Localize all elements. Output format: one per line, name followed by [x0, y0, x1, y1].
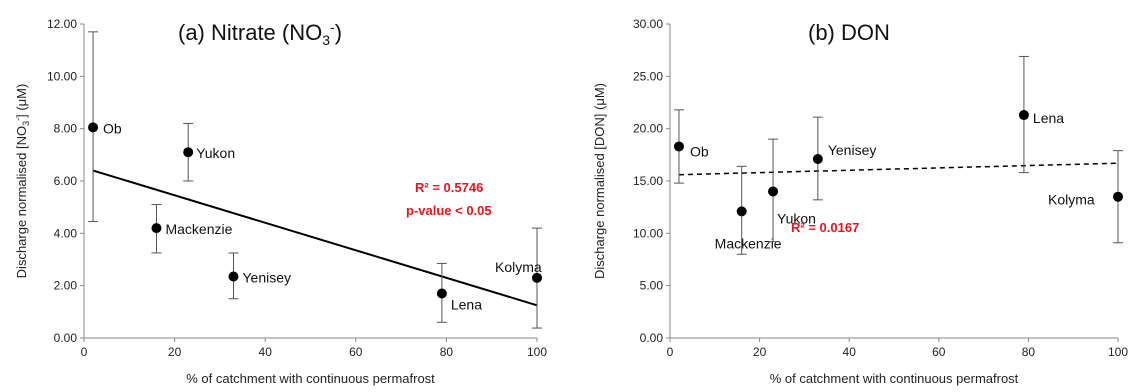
data-point-kolyma: Kolyma: [1048, 150, 1123, 244]
point-marker: [228, 271, 239, 282]
y-tick-label: 10.00: [633, 226, 663, 240]
point-marker: [812, 154, 823, 165]
x-tick-label: 60: [349, 345, 363, 359]
point-marker: [736, 206, 747, 217]
point-label: Kolyma: [1048, 192, 1095, 208]
data-point-yenisey: Yenisey: [228, 252, 291, 300]
data-point-ob: Ob: [673, 109, 709, 184]
p-value-label: p-value < 0.05: [406, 203, 492, 218]
r-squared-label: R² = 0.0167: [791, 220, 859, 235]
data-point-yukon: Yukon: [183, 122, 235, 182]
point-label: Kolyma: [495, 259, 542, 275]
trendline: [92, 169, 538, 307]
y-tick-label: 25.00: [633, 69, 663, 83]
r-squared-label: R² = 0.5746: [415, 180, 483, 195]
y-axis-title: Discharge normalised [DON] (μM): [592, 83, 607, 279]
point-label: Yenisey: [242, 270, 291, 286]
point-label: Lena: [451, 297, 482, 313]
data-point-mackenzie: Mackenzie: [151, 204, 233, 254]
y-tick-label: 2.00: [54, 279, 78, 293]
point-label: Mackenzie: [715, 235, 782, 251]
point-label: Ob: [103, 120, 122, 136]
data-point-mackenzie: Mackenzie: [715, 165, 782, 255]
x-tick-label: 0: [81, 345, 88, 359]
chart-panel-nitrate: 0.00 2.00 4.00 6.00 8.00 10.00 12.00 0 20 40 60 80 1…: [13, 17, 547, 386]
y-tick-label: 8.00: [54, 122, 78, 136]
trendline: [678, 162, 1119, 176]
y-tick-label: 0.00: [54, 331, 78, 345]
point-marker: [532, 272, 542, 283]
data-point-lena: Lena: [436, 262, 482, 323]
x-tick-label: 100: [1108, 345, 1128, 359]
point-label: Ob: [690, 143, 709, 159]
data-point-ob: Ob: [88, 31, 122, 223]
y-tick-label: 20.00: [633, 122, 663, 136]
chart-title: (b) DON: [808, 20, 890, 45]
x-tick-label: 60: [932, 345, 946, 359]
point-marker: [183, 147, 194, 158]
y-tick-label: 0.00: [640, 331, 664, 345]
x-axis-title: % of catchment with continuous permafros…: [186, 371, 435, 386]
y-tick-label: 10.00: [47, 69, 77, 83]
y-tick-label: 15.00: [633, 174, 663, 188]
chart-panel-don: 0.00 5.00 10.00 15.00 20.00 25.00 30.00 0 20 40 60…: [592, 17, 1128, 386]
point-marker: [436, 288, 447, 299]
y-tick-label: 6.00: [54, 174, 78, 188]
y-tick-label: 5.00: [640, 279, 664, 293]
x-axis-title: % of catchment with continuous permafros…: [770, 371, 1019, 386]
point-label: Yukon: [777, 210, 816, 226]
point-marker: [768, 186, 779, 197]
chart-title: (a) Nitrate (NO3-): [178, 19, 342, 48]
x-tick-label: 80: [1022, 345, 1036, 359]
x-tick-label: 20: [168, 345, 182, 359]
data-point-kolyma: Kolyma: [495, 227, 542, 329]
data-point-yukon: Yukon: [768, 138, 816, 243]
x-tick-label: 100: [527, 345, 547, 359]
point-marker: [88, 122, 99, 133]
point-marker: [673, 141, 684, 152]
data-point-yenisey: Yenisey: [812, 116, 877, 201]
x-tick-label: 40: [843, 345, 857, 359]
point-label: Lena: [1033, 110, 1064, 126]
x-tick-label: 20: [753, 345, 767, 359]
x-tick-label: 80: [440, 345, 454, 359]
point-marker: [1018, 110, 1029, 121]
x-tick-label: 0: [667, 345, 674, 359]
data-point-lena: Lena: [1018, 55, 1064, 174]
point-label: Yenisey: [828, 142, 877, 158]
x-tick-label: 40: [259, 345, 273, 359]
y-tick-label: 4.00: [54, 226, 78, 240]
y-tick-label: 12.00: [47, 17, 77, 31]
y-tick-label: 30.00: [633, 17, 663, 31]
point-label: Yukon: [196, 145, 235, 161]
point-marker: [1113, 191, 1123, 202]
point-marker: [151, 223, 162, 234]
point-label: Mackenzie: [165, 221, 232, 237]
y-axis-title: Discharge normalised [NO3-] (μM): [13, 84, 31, 279]
